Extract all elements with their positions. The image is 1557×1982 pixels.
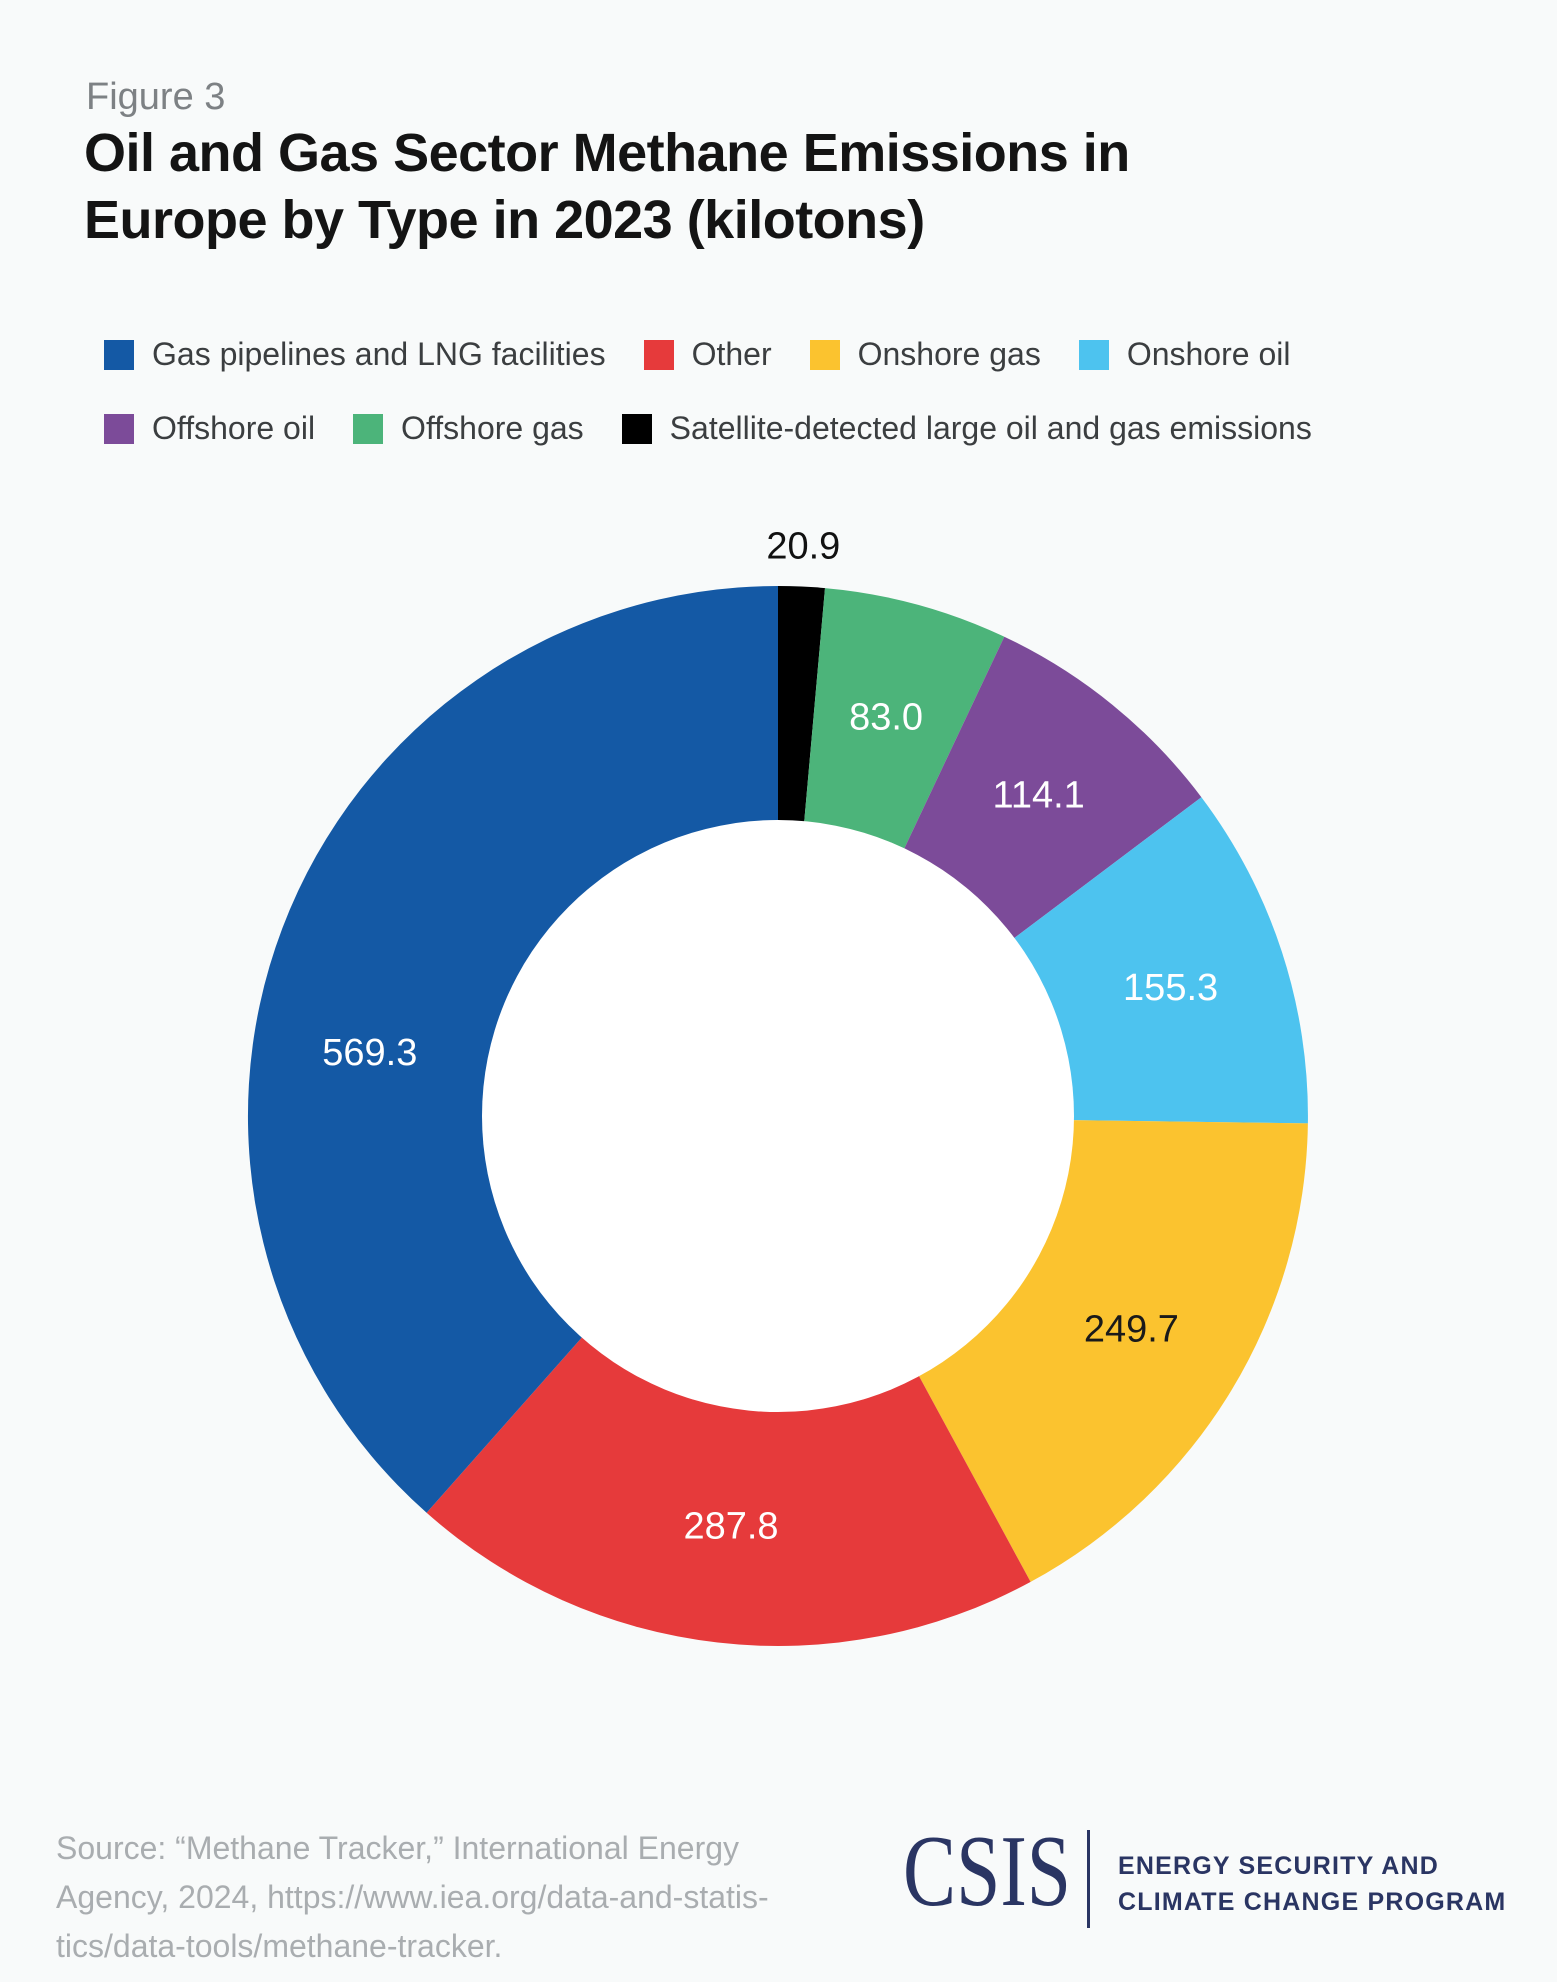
legend-item-gas-pipelines-and-lng-facilities: Gas pipelines and LNG facilities bbox=[104, 336, 606, 373]
donut-chart: 20.9 83.0 114.1 155.3 249.7 287.8 569.3 bbox=[247, 526, 1308, 1646]
figure-title-line1: Oil and Gas Sector Methane Emissions in bbox=[84, 123, 1130, 183]
program-name-line1: ENERGY SECURITY AND bbox=[1118, 1852, 1440, 1880]
legend-swatch-onshore-oil bbox=[1078, 339, 1109, 370]
figure-title: Oil and Gas Sector Methane Emissions in E… bbox=[84, 120, 1130, 254]
csis-wordmark: CSIS bbox=[903, 1815, 1072, 1928]
value-label-other: 287.8 bbox=[683, 1505, 778, 1547]
legend-label: Offshore gas bbox=[401, 410, 584, 446]
value-label-offshore-oil: 114.1 bbox=[993, 775, 1085, 817]
legend-label: Other bbox=[691, 336, 772, 372]
program-name-line2: CLIMATE CHANGE PROGRAM bbox=[1118, 1888, 1507, 1916]
value-label-offshore-gas: 83.0 bbox=[849, 696, 923, 738]
chart-legend: Gas pipelines and LNG facilities Other Ons… bbox=[104, 336, 1312, 447]
legend-label: Offshore oil bbox=[152, 410, 316, 446]
value-label-onshore-oil: 155.3 bbox=[1123, 967, 1218, 1009]
value-label-onshore-gas: 249.7 bbox=[1084, 1309, 1179, 1351]
legend-swatch-offshore-oil bbox=[104, 413, 134, 444]
legend-item-satellite-detected-large-oil-and-gas-emissions: Satellite-detected large oil and gas emi… bbox=[621, 410, 1312, 447]
legend-item-offshore-oil: Offshore oil bbox=[104, 410, 315, 447]
program-name: ENERGY SECURITY AND CLIMATE CHANGE PROGR… bbox=[1118, 1834, 1506, 1920]
source-line-3: tics/data-tools/methane-tracker. bbox=[56, 1928, 503, 1964]
legend-row: Offshore oil Offshore gas Satellite-detect… bbox=[104, 410, 1312, 447]
legend-item-onshore-gas: Onshore gas bbox=[809, 336, 1041, 373]
legend-swatch-offshore-gas bbox=[353, 413, 384, 444]
legend-label: Onshore oil bbox=[1126, 336, 1291, 372]
legend-label: Satellite-detected large oil and gas emi… bbox=[669, 410, 1312, 446]
legend-swatch-gas-pipelines-and-lng-facilities bbox=[104, 339, 134, 370]
source-line-1: Source: “Methane Tracker,” International… bbox=[56, 1830, 740, 1866]
legend-label: Gas pipelines and LNG facilities bbox=[152, 336, 606, 372]
donut-hole bbox=[482, 820, 1074, 1412]
legend-item-other: Other bbox=[643, 336, 772, 373]
source-line-2: Agency, 2024, https://www.iea.org/data-a… bbox=[56, 1879, 769, 1915]
legend-item-offshore-gas: Offshore gas bbox=[353, 410, 584, 447]
legend-swatch-satellite-detected-large-oil-and-gas-emissions bbox=[621, 413, 652, 444]
logo-divider bbox=[1087, 1830, 1090, 1928]
figure-label: Figure 3 bbox=[86, 76, 226, 118]
legend-swatch-other bbox=[643, 339, 674, 370]
value-label-gas-pipelines-and-lng-facilities: 569.3 bbox=[322, 1032, 417, 1074]
source-note: Source: “Methane Tracker,” International… bbox=[56, 1824, 769, 1971]
value-label-satellite-detected-large-oil-and-gas-emissions: 20.9 bbox=[766, 526, 840, 568]
legend-swatch-onshore-gas bbox=[809, 339, 840, 370]
figure-title-line2: Europe by Type in 2023 (kilotons) bbox=[84, 190, 925, 250]
legend-label: Onshore gas bbox=[857, 336, 1041, 372]
csis-logo: CSIS ENERGY SECURITY AND CLIMATE CHANGE … bbox=[903, 1821, 1506, 1928]
legend-item-onshore-oil: Onshore oil bbox=[1078, 336, 1291, 373]
donut-chart-container: 20.9 83.0 114.1 155.3 249.7 287.8 569.3 bbox=[228, 524, 1328, 1654]
legend-row: Gas pipelines and LNG facilities Other Ons… bbox=[104, 336, 1312, 373]
